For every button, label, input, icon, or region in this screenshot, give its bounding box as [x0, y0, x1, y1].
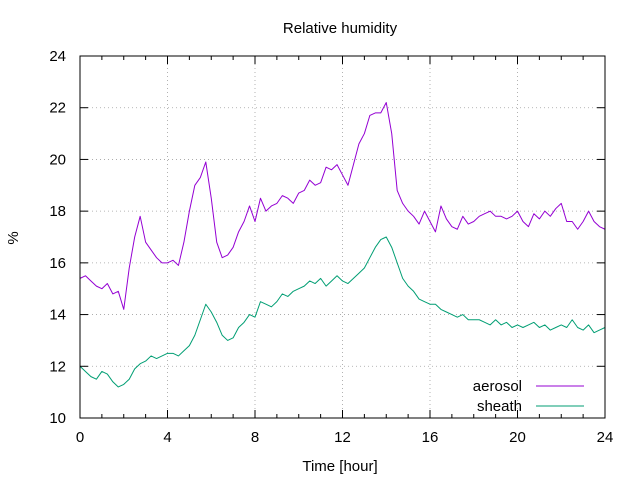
- legend: aerosol sheath: [473, 378, 584, 415]
- series-line-aerosol: [79, 102, 606, 310]
- series-line-sheath: [79, 236, 606, 388]
- grid: [80, 56, 605, 418]
- legend-label-aerosol: aerosol: [473, 378, 522, 395]
- x-tick-label: 16: [422, 429, 439, 446]
- x-tick-label: 4: [163, 429, 171, 446]
- y-tick-label: 16: [49, 255, 66, 272]
- y-tick-label: 14: [49, 307, 66, 324]
- series-layer: [79, 102, 606, 388]
- y-tick-label: 20: [49, 151, 66, 168]
- y-tick-label: 22: [49, 100, 66, 117]
- y-tick-label: 24: [49, 48, 66, 65]
- y-axis-label: %: [5, 231, 22, 244]
- y-tick-label: 18: [49, 203, 66, 220]
- y-tick-label: 10: [49, 410, 66, 427]
- chart-title: Relative humidity: [283, 20, 398, 37]
- x-tick-label: 12: [334, 429, 351, 446]
- x-axis-label: Time [hour]: [302, 458, 377, 475]
- x-tick-label: 20: [509, 429, 526, 446]
- x-tick-label: 8: [251, 429, 259, 446]
- x-tick-label: 24: [597, 429, 614, 446]
- y-tick-label: 12: [49, 358, 66, 375]
- legend-label-sheath: sheath: [477, 398, 522, 415]
- x-tick-label: 0: [76, 429, 84, 446]
- ticks: 10 12 14 16 18 20 22 24 0 4 8 12 16 20 24: [49, 48, 613, 446]
